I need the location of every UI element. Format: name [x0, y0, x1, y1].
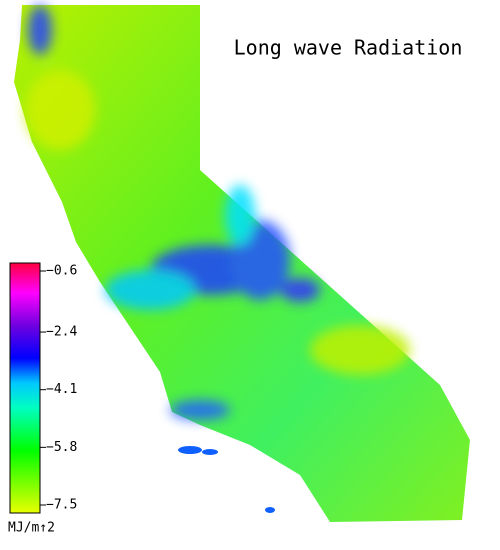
california — [14, 5, 470, 522]
colorbar-unit: MJ/m↑2 — [8, 521, 55, 536]
colorbar-tick-label: −5.8 — [46, 440, 77, 455]
colorbar-tick-label: −2.4 — [46, 325, 77, 340]
colorbar-tick-label: −4.1 — [46, 382, 77, 397]
colorbar-tick-label: −0.6 — [46, 264, 77, 279]
title: Long wave Radiation — [234, 36, 463, 60]
colorbar — [9, 262, 41, 514]
colorbar-tick-label: −7.5 — [46, 498, 77, 513]
